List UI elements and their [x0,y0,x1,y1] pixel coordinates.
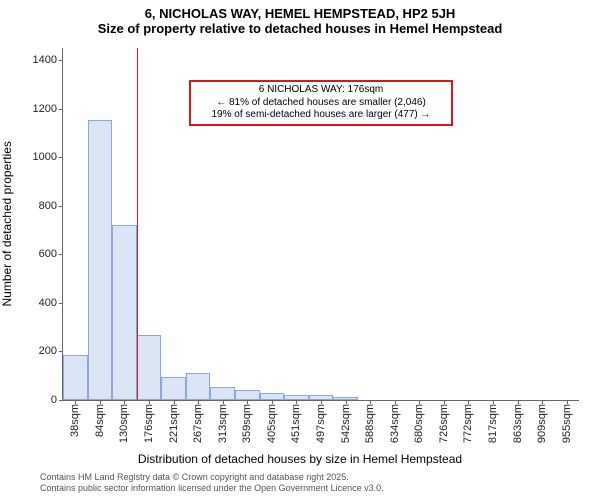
y-tick-mark [59,303,63,304]
histogram-bar [161,377,186,400]
annotation-box: 6 NICHOLAS WAY: 176sqm← 81% of detached … [189,80,453,126]
y-tick-mark [59,206,63,207]
x-tick-label: 817sqm [487,400,499,443]
x-tick-label: 130sqm [118,400,130,443]
x-tick-label: 909sqm [536,400,548,443]
chart-title-1: 6, NICHOLAS WAY, HEMEL HEMPSTEAD, HP2 5J… [0,0,600,21]
y-tick-mark [59,109,63,110]
footer-line-2: Contains public sector information licen… [40,483,384,494]
chart-title-2: Size of property relative to detached ho… [0,21,600,36]
x-tick-label: 267sqm [192,400,204,443]
x-tick-label: 451sqm [290,400,302,443]
footer-attribution: Contains HM Land Registry data © Crown c… [40,472,384,495]
histogram-bar [112,225,137,400]
x-tick-label: 955sqm [561,400,573,443]
x-tick-label: 772sqm [462,400,474,443]
x-tick-label: 405sqm [266,400,278,443]
y-tick-mark [59,400,63,401]
annotation-line-1: 6 NICHOLAS WAY: 176sqm [195,84,447,97]
x-axis-label: Distribution of detached houses by size … [0,452,600,466]
x-tick-label: 588sqm [364,400,376,443]
x-tick-label: 38sqm [69,400,81,437]
x-tick-label: 84sqm [94,400,106,437]
x-tick-label: 863sqm [512,400,524,443]
x-tick-label: 497sqm [315,400,327,443]
histogram-bar [235,390,260,400]
annotation-line-3: 19% of semi-detached houses are larger (… [195,109,447,122]
plot-area: 020040060080010001200140038sqm84sqm130sq… [62,48,579,401]
y-tick-mark [59,157,63,158]
x-tick-label: 221sqm [168,400,180,443]
footer-line-1: Contains HM Land Registry data © Crown c… [40,472,384,483]
x-tick-label: 313sqm [217,400,229,443]
x-tick-label: 359sqm [241,400,253,443]
y-tick-mark [59,254,63,255]
annotation-line-2: ← 81% of detached houses are smaller (2,… [195,97,447,110]
x-tick-label: 176sqm [143,400,155,443]
histogram-bar [210,387,235,400]
histogram-bar [88,120,113,400]
histogram-bar [63,355,88,400]
y-axis-label: Number of detached properties [0,141,14,306]
x-tick-label: 634sqm [389,400,401,443]
marker-line [137,48,138,400]
histogram-bar [186,373,211,400]
y-tick-mark [59,351,63,352]
y-tick-mark [59,60,63,61]
x-tick-label: 726sqm [438,400,450,443]
x-tick-label: 680sqm [413,400,425,443]
histogram-bar [137,335,162,400]
x-tick-label: 542sqm [340,400,352,443]
histogram-bar [260,393,285,400]
